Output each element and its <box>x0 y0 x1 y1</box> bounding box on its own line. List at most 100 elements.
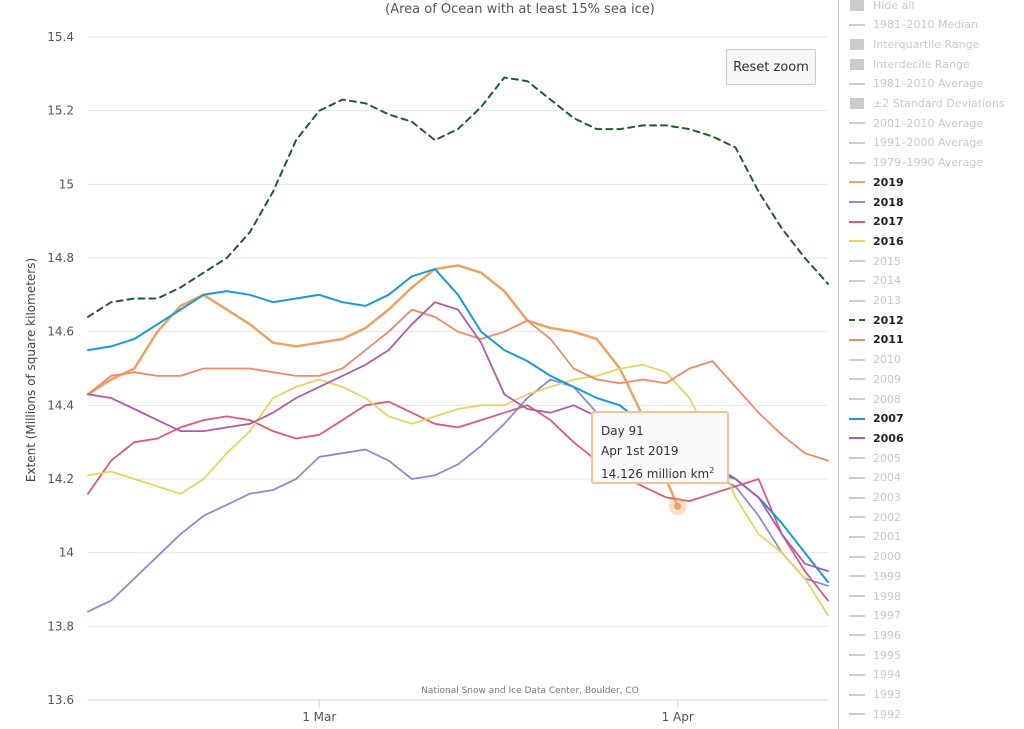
chart-credits[interactable]: National Snow and Ice Data Center, Bould… <box>421 686 639 696</box>
legend-item-1996[interactable]: 1996 <box>849 626 901 644</box>
reset-zoom-button[interactable]: Reset zoom <box>726 49 816 85</box>
legend-item-1994[interactable]: 1994 <box>849 666 901 684</box>
legend-item-1991-2000-average[interactable]: 1991–2000 Average <box>849 134 983 152</box>
y-axis: 13.6 13.8 14 14.2 14.4 14.6 14.8 15 15.2 15.4 <box>47 30 74 707</box>
y-tick-label: 15.4 <box>47 30 74 44</box>
legend-item-2010[interactable]: 2010 <box>849 351 901 369</box>
legend-label: 2008 <box>873 392 901 406</box>
legend-item-2006[interactable]: 2006 <box>849 429 904 447</box>
legend-symbol <box>849 374 865 384</box>
legend: Hide all 1981–2010 Median Interquartile Ra… <box>838 0 1024 729</box>
legend-item-2014[interactable]: 2014 <box>849 272 901 290</box>
legend-label: 2015 <box>873 254 901 268</box>
series-line-2012[interactable] <box>87 76 829 318</box>
series-line-2016[interactable] <box>87 363 829 617</box>
legend-label: 2011 <box>873 333 904 347</box>
y-tick-label: 14 <box>59 546 74 560</box>
legend-label: 1981–2010 Average <box>873 77 984 91</box>
legend-label: 1996 <box>873 628 901 642</box>
legend-item-2011[interactable]: 2011 <box>849 331 904 349</box>
legend-symbol <box>849 276 865 286</box>
legend-item-2008[interactable]: 2008 <box>849 390 901 408</box>
legend-item-2002[interactable]: 2002 <box>849 508 901 526</box>
legend-label: 2010 <box>873 353 901 367</box>
legend-item-2015[interactable]: 2015 <box>849 252 901 270</box>
y-tick-label: 15 <box>59 177 74 191</box>
legend-item-2009[interactable]: 2009 <box>849 370 901 388</box>
legend-item-1999[interactable]: 1999 <box>849 567 901 585</box>
series-line-2011[interactable] <box>87 308 829 462</box>
legend-label: 1994 <box>873 668 901 682</box>
legend-item-1992[interactable]: 1992 <box>849 705 901 723</box>
legend-symbol <box>849 355 865 365</box>
series-line-2017[interactable] <box>87 400 829 602</box>
legend-item-interdecile-range[interactable]: Interdecile Range <box>849 55 970 73</box>
legend-item-1981-2010-median[interactable]: 1981–2010 Median <box>849 16 978 34</box>
tooltip-value: 14.126 million km <box>601 467 710 481</box>
legend-item-2000[interactable]: 2000 <box>849 548 901 566</box>
legend-item-2001[interactable]: 2001 <box>849 528 901 546</box>
legend-label: ±2 Standard Deviations <box>873 97 1005 110</box>
legend-label: 2004 <box>873 471 901 485</box>
legend-item-interquartile-range[interactable]: Interquartile Range <box>849 35 979 53</box>
legend-item-1997[interactable]: 1997 <box>849 607 901 625</box>
series-lines[interactable] <box>86 76 829 617</box>
legend-label: 1997 <box>873 609 901 623</box>
legend-symbol <box>849 611 865 621</box>
legend-item-2001-2010-average[interactable]: 2001–2010 Average <box>849 114 983 132</box>
legend-symbol <box>849 453 865 463</box>
chart-subtitle: (Area of Ocean with at least 15% sea ice… <box>385 2 655 17</box>
legend-item-2003[interactable]: 2003 <box>849 489 901 507</box>
legend-item-2018[interactable]: 2018 <box>849 193 904 211</box>
legend-label: 1991–2000 Average <box>873 136 984 150</box>
legend-item-2013[interactable]: 2013 <box>849 292 901 310</box>
y-tick-label: 14.4 <box>47 398 74 412</box>
legend-symbol <box>849 552 865 562</box>
x-tick-label: 1 Mar <box>302 710 336 724</box>
legend-symbol <box>849 709 865 719</box>
tooltip: Day 91 Apr 1st 2019 14.126 million km2 <box>591 411 729 484</box>
y-axis-title: Extent (Millions of square kilometers) <box>24 258 38 482</box>
tooltip-unit-sup: 2 <box>709 466 715 475</box>
legend-item-2017[interactable]: 2017 <box>849 213 904 231</box>
legend-item-2019[interactable]: 2019 <box>849 173 904 191</box>
legend-item-2012[interactable]: 2012 <box>849 311 904 329</box>
legend-label: 2012 <box>873 313 904 327</box>
legend-symbol <box>849 315 865 325</box>
legend-symbol <box>849 670 865 680</box>
legend-label: 2005 <box>873 451 901 465</box>
legend-symbol <box>849 20 865 30</box>
legend-label: 2003 <box>873 491 901 504</box>
legend-item--2-standard-deviations[interactable]: ±2 Standard Deviations <box>849 95 1005 113</box>
legend-item-2005[interactable]: 2005 <box>849 449 901 467</box>
legend-label: 2000 <box>873 550 901 564</box>
legend-label: Hide all <box>873 0 915 12</box>
legend-symbol <box>849 690 865 700</box>
legend-label: 2009 <box>873 372 901 386</box>
legend-label: 1995 <box>873 648 901 662</box>
legend-item-2007[interactable]: 2007 <box>849 410 904 428</box>
legend-symbol <box>849 433 865 443</box>
legend-item-hide-all[interactable]: Hide all <box>849 0 914 14</box>
legend-item-1998[interactable]: 1998 <box>849 587 901 605</box>
series-line-2019[interactable] <box>86 264 679 508</box>
legend-label: Interquartile Range <box>873 37 980 51</box>
legend-item-2016[interactable]: 2016 <box>849 232 904 250</box>
x-axis: 1 Mar 1 Apr <box>88 699 828 724</box>
legend-symbol <box>849 296 865 306</box>
legend-item-1981-2010-average[interactable]: 1981–2010 Average <box>849 75 983 93</box>
legend-item-1995[interactable]: 1995 <box>849 646 901 664</box>
legend-item-2004[interactable]: 2004 <box>849 469 901 487</box>
legend-label: 2002 <box>873 510 901 524</box>
x-tick-label: 1 Apr <box>662 710 694 724</box>
legend-item-1979-1990-average[interactable]: 1979–1990 Average <box>849 154 983 172</box>
legend-symbol <box>849 38 865 50</box>
legend-label: 2016 <box>873 234 904 248</box>
legend-label: 1998 <box>873 589 901 603</box>
y-tick-label: 13.6 <box>47 693 74 707</box>
legend-symbol <box>849 256 865 266</box>
legend-item-1993[interactable]: 1993 <box>849 686 901 704</box>
legend-label: 2018 <box>873 195 904 209</box>
legend-label: 1999 <box>873 569 901 583</box>
legend-label: 2001 <box>873 530 901 544</box>
